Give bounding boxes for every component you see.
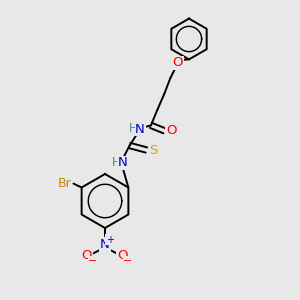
Text: N: N	[135, 122, 145, 136]
Text: O: O	[82, 249, 92, 262]
Text: O: O	[117, 249, 128, 262]
Text: O: O	[166, 124, 176, 137]
Text: N: N	[118, 156, 128, 170]
Text: Br: Br	[58, 177, 71, 190]
Text: H: H	[112, 155, 121, 169]
Text: S: S	[149, 144, 157, 157]
Text: H: H	[129, 122, 138, 135]
Text: +: +	[106, 235, 114, 245]
Text: −: −	[123, 256, 133, 266]
Text: O: O	[172, 56, 183, 70]
Text: N: N	[100, 238, 110, 251]
Text: −: −	[88, 256, 98, 266]
